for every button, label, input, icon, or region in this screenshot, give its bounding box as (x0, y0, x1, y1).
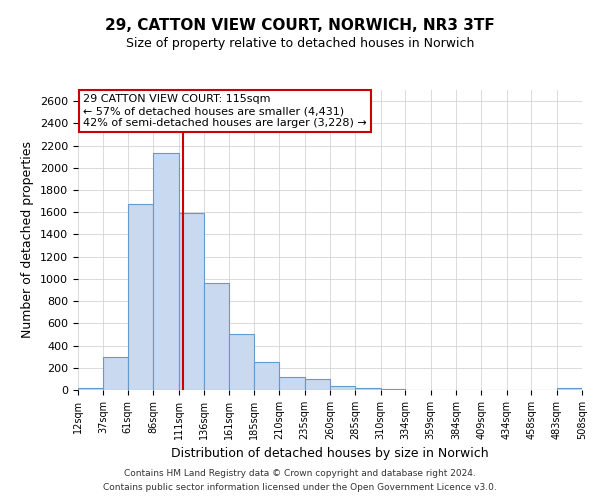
Y-axis label: Number of detached properties: Number of detached properties (22, 142, 34, 338)
Bar (279, 376, 305, 390)
Text: Contains HM Land Registry data © Crown copyright and database right 2024.: Contains HM Land Registry data © Crown c… (124, 468, 476, 477)
Bar (128, 204, 153, 390)
X-axis label: Distribution of detached houses by size in Norwich: Distribution of detached houses by size … (171, 448, 489, 460)
Bar (254, 362, 279, 390)
Bar (305, 380, 330, 390)
Text: Size of property relative to detached houses in Norwich: Size of property relative to detached ho… (126, 38, 474, 51)
Bar (153, 154, 179, 390)
Text: 29, CATTON VIEW COURT, NORWICH, NR3 3TF: 29, CATTON VIEW COURT, NORWICH, NR3 3TF (105, 18, 495, 32)
Bar (330, 386, 355, 390)
Bar (355, 388, 381, 390)
Bar (229, 334, 254, 390)
Bar (179, 214, 204, 390)
Bar (78, 388, 103, 390)
Text: Contains public sector information licensed under the Open Government Licence v3: Contains public sector information licen… (103, 484, 497, 492)
Bar (103, 356, 128, 390)
Bar (204, 284, 229, 390)
Bar (557, 388, 582, 390)
Text: 29 CATTON VIEW COURT: 115sqm
← 57% of detached houses are smaller (4,431)
42% of: 29 CATTON VIEW COURT: 115sqm ← 57% of de… (83, 94, 367, 128)
